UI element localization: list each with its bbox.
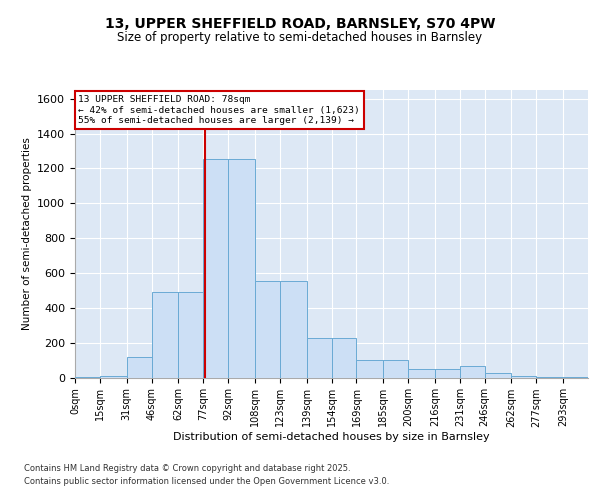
Y-axis label: Number of semi-detached properties: Number of semi-detached properties [22,138,32,330]
Bar [228,159,255,378]
Text: 13, UPPER SHEFFIELD ROAD, BARNSLEY, S70 4PW: 13, UPPER SHEFFIELD ROAD, BARNSLEY, S70 … [105,18,495,32]
Bar [203,159,228,378]
Text: 13 UPPER SHEFFIELD ROAD: 78sqm
← 42% of semi-detached houses are smaller (1,623): 13 UPPER SHEFFIELD ROAD: 78sqm ← 42% of … [79,95,360,125]
Bar [536,376,563,378]
Bar [485,372,511,378]
Bar [408,369,435,378]
Bar [511,376,536,378]
Bar [307,338,331,378]
Bar [331,338,356,378]
Bar [460,366,485,378]
Bar [383,360,408,378]
X-axis label: Distribution of semi-detached houses by size in Barnsley: Distribution of semi-detached houses by … [173,432,490,442]
Bar [75,377,100,378]
Bar [356,360,383,378]
Bar [280,281,307,378]
Text: Size of property relative to semi-detached houses in Barnsley: Size of property relative to semi-detach… [118,31,482,44]
Bar [563,377,588,378]
Bar [435,369,460,378]
Bar [100,376,127,378]
Text: Contains public sector information licensed under the Open Government Licence v3: Contains public sector information licen… [24,477,389,486]
Text: Contains HM Land Registry data © Crown copyright and database right 2025.: Contains HM Land Registry data © Crown c… [24,464,350,473]
Bar [152,292,178,378]
Bar [255,281,280,378]
Bar [178,292,203,378]
Bar [127,358,152,378]
